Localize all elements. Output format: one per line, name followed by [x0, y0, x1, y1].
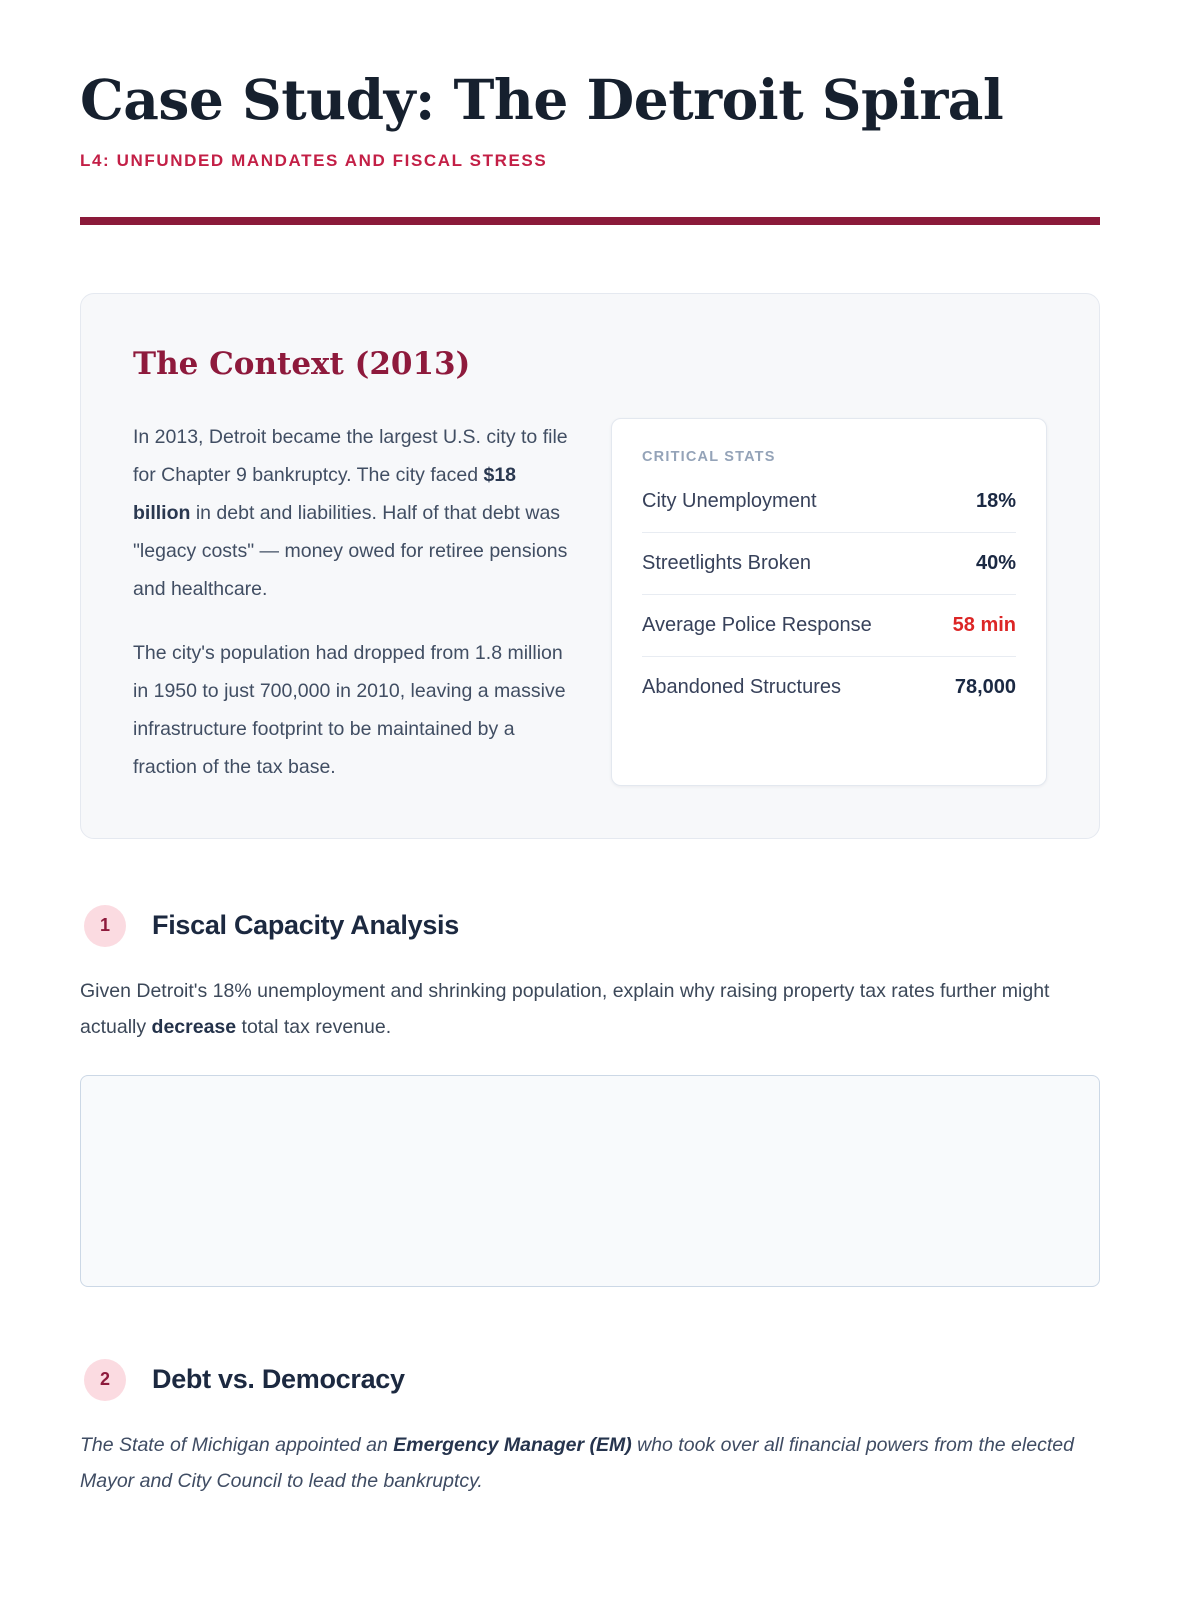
question-1-section: 1 Fiscal Capacity Analysis Given Detroit… — [80, 904, 1100, 1287]
question-1-title: Fiscal Capacity Analysis — [152, 910, 459, 941]
stat-value: 18% — [975, 489, 1016, 512]
stat-value: 78,000 — [954, 675, 1016, 698]
question-2-section: 2 Debt vs. Democracy The State of Michig… — [80, 1358, 1100, 1499]
section-number-badge: 1 — [84, 904, 126, 947]
context-paragraph-1: In 2013, Detroit became the largest U.S.… — [133, 425, 568, 600]
context-paragraph-2: The city's population had dropped from 1… — [133, 641, 566, 778]
stat-label: Average Police Response — [642, 613, 872, 636]
question-2-header: 2 Debt vs. Democracy — [84, 1358, 1100, 1401]
context-text-column: In 2013, Detroit became the largest U.S.… — [133, 418, 571, 786]
page-title: Case Study: The Detroit Spiral — [80, 67, 1004, 132]
stat-label: City Unemployment — [642, 489, 817, 512]
stat-row-unemployment: City Unemployment 18% — [642, 471, 1016, 533]
context-heading: The Context (2013) — [133, 345, 471, 382]
worksheet-page: Case Study: The Detroit Spiral L4: UNFUN… — [80, 0, 1100, 1499]
lesson-subtitle: L4: UNFUNDED MANDATES AND FISCAL STRESS — [80, 150, 548, 170]
question-2-title: Debt vs. Democracy — [152, 1364, 405, 1395]
section-number-badge: 2 — [84, 1358, 126, 1401]
title-divider-rule — [80, 216, 1100, 225]
question-1-answer-textarea[interactable] — [80, 1074, 1100, 1287]
stat-label: Abandoned Structures — [642, 675, 842, 698]
question-1-prompt: Given Detroit's 18% unemployment and shr… — [80, 979, 1050, 1038]
question-2-context-note: The State of Michigan appointed an Emerg… — [80, 1433, 1074, 1492]
context-grid: In 2013, Detroit became the largest U.S.… — [133, 417, 1047, 786]
stats-card-heading: CRITICAL STATS — [642, 448, 776, 465]
critical-stats-card: CRITICAL STATS City Unemployment 18% Str… — [611, 417, 1047, 786]
context-panel: The Context (2013) In 2013, Detroit beca… — [80, 292, 1100, 839]
stat-row-streetlights: Streetlights Broken 40% — [642, 533, 1016, 595]
stat-label: Streetlights Broken — [642, 551, 811, 574]
question-1-header: 1 Fiscal Capacity Analysis — [84, 904, 1100, 947]
stat-value-alert: 58 min — [952, 613, 1016, 636]
stat-row-abandoned-structures: Abandoned Structures 78,000 — [642, 657, 1016, 718]
stat-row-police-response: Average Police Response 58 min — [642, 595, 1016, 657]
stat-value: 40% — [975, 551, 1016, 574]
